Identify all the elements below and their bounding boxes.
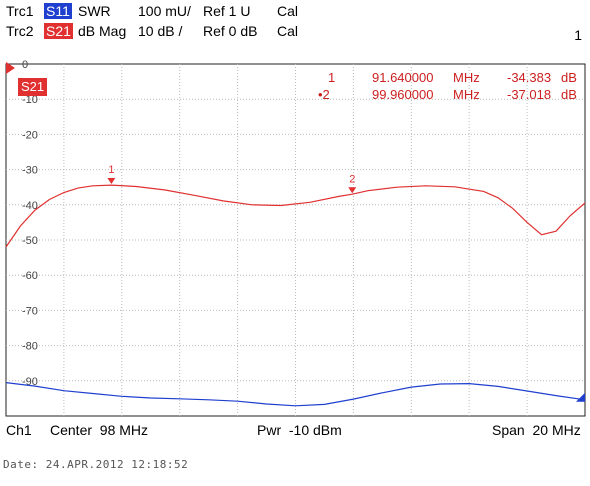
trace-tag-s21[interactable]: S21: [18, 78, 48, 96]
marker-symbols: 12: [107, 164, 357, 194]
y-tick-label: -30: [22, 165, 38, 177]
marker-1-unit: MHz: [453, 70, 480, 85]
trace-end-triangle-icon: [576, 392, 585, 402]
trace1-cal: Cal: [277, 3, 299, 19]
channel-footer: Ch1 Center 98 MHz Pwr -10 dBm Span 20 MH…: [0, 420, 590, 440]
marker-2-unit: MHz: [453, 87, 480, 102]
marker-1-freq: 91.640000: [372, 70, 434, 85]
trace2-cal: Cal: [277, 23, 299, 39]
y-tick-label: -80: [22, 341, 38, 353]
marker-2-vunit: dB: [561, 87, 577, 102]
grid: [5, 63, 586, 417]
trace1-ref[interactable]: Ref 1 U: [203, 3, 251, 19]
trace-s21: [5, 184, 586, 248]
trace1-format[interactable]: SWR: [78, 3, 111, 19]
trace-diagram[interactable]: 0-10-20-30-40-50-60-70-80-90 12: [0, 60, 590, 418]
ref-level-arrow-icon: [6, 62, 15, 74]
trace1-scale[interactable]: 100 mU/: [138, 3, 191, 19]
power-level[interactable]: Pwr -10 dBm: [257, 422, 342, 438]
y-tick-label: -60: [22, 270, 38, 282]
y-tick-label: -40: [22, 200, 38, 212]
y-tick-label: -10: [22, 94, 38, 106]
marker-1-vunit: dB: [561, 70, 577, 85]
trace2-scale[interactable]: 10 dB /: [138, 23, 183, 39]
date-stamp: Date: 24.APR.2012 12:18:52: [3, 458, 189, 471]
trace1-name: Trc1: [6, 3, 34, 19]
marker-1-value: -34.383: [507, 70, 552, 85]
y-tick-label: 0: [22, 60, 28, 71]
marker-label: 2: [349, 173, 355, 185]
y-tick-label: -70: [22, 305, 38, 317]
marker-2-id: •2: [318, 87, 330, 102]
trace-s11: [5, 382, 586, 407]
center-frequency[interactable]: Center 98 MHz: [50, 422, 149, 438]
traces: [5, 184, 586, 407]
span-frequency[interactable]: Span 20 MHz: [492, 422, 581, 438]
trace2-ref[interactable]: Ref 0 dB: [203, 23, 258, 39]
marker-label: 1: [108, 164, 114, 176]
marker-triangle-icon: [107, 178, 116, 185]
page-indicator: 1: [574, 27, 582, 43]
trace1-header: Trc1 S11 SWR 100 mU/ Ref 1 U Cal: [0, 2, 590, 20]
trace1-param-badge[interactable]: S11: [44, 3, 72, 19]
channel-label[interactable]: Ch1: [6, 422, 32, 438]
marker-1-id: 1: [328, 70, 336, 85]
marker-triangle-icon: [348, 187, 357, 194]
y-tick-label: -50: [22, 235, 38, 247]
trace2-format[interactable]: dB Mag: [78, 23, 127, 39]
marker-2-freq: 99.960000: [372, 87, 434, 102]
y-tick-labels: 0-10-20-30-40-50-60-70-80-90: [6, 60, 38, 388]
trace2-name: Trc2: [6, 23, 34, 39]
y-tick-label: -20: [22, 129, 38, 141]
trace2-header: Trc2 S21 dB Mag 10 dB / Ref 0 dB Cal: [0, 22, 590, 40]
marker-2-value: -37.018: [507, 87, 552, 102]
trace2-param-badge[interactable]: S21: [44, 23, 73, 39]
